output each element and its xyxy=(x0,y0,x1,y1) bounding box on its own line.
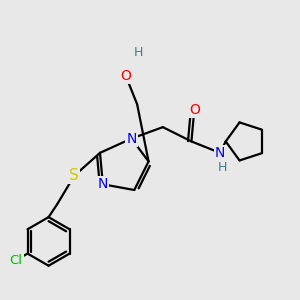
Text: H: H xyxy=(218,160,227,174)
Text: H: H xyxy=(134,46,143,59)
Text: N: N xyxy=(98,177,108,191)
Text: N: N xyxy=(126,132,136,145)
Text: Cl: Cl xyxy=(10,254,22,267)
Text: N: N xyxy=(215,146,225,160)
Text: S: S xyxy=(69,168,79,183)
Text: O: O xyxy=(189,103,200,117)
Text: O: O xyxy=(120,69,131,83)
